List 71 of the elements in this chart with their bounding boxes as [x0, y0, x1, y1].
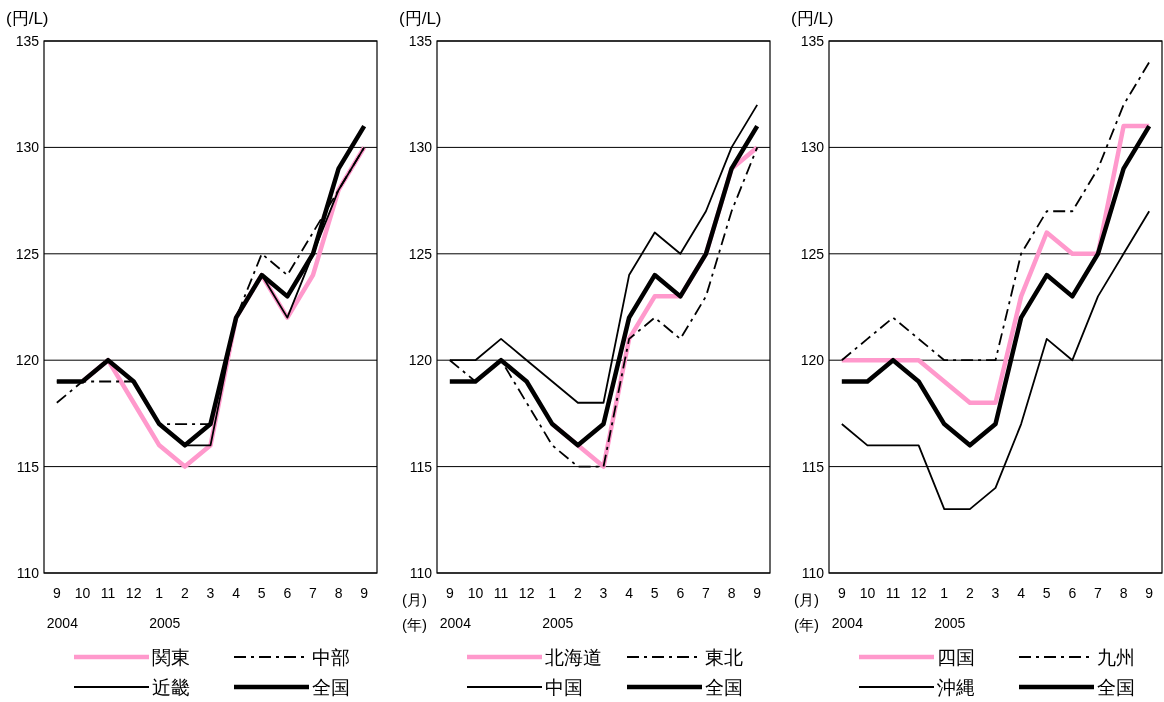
- legend-label: 近畿: [152, 677, 190, 698]
- x-tick-label: 3: [991, 585, 1000, 601]
- y-axis-title: (円/L): [6, 9, 49, 28]
- x-tick-label: 8: [1119, 585, 1128, 601]
- x-tick-label: 5: [257, 585, 266, 601]
- x-tick-label: 12: [910, 585, 927, 601]
- x-tick-label: 8: [334, 585, 343, 601]
- x-tick-label: 4: [232, 585, 241, 601]
- x-axis-title: (月) (年): [402, 591, 427, 633]
- legend-label: 四国: [937, 647, 975, 668]
- x-tick-label: 11: [100, 585, 116, 601]
- legend-label: 全国: [705, 677, 743, 698]
- x-axis-title: (月) (年): [794, 591, 819, 633]
- legend-label: 全国: [312, 677, 350, 698]
- y-tick-label: 115: [16, 458, 40, 475]
- y-tick-label: 135: [15, 33, 40, 49]
- x-tick-label: 6: [1068, 585, 1077, 601]
- legend-label: 関東: [152, 647, 190, 668]
- x-tick-label: 4: [625, 585, 634, 601]
- y-tick-label: 110: [801, 565, 825, 581]
- legend-label: 中国: [545, 677, 583, 698]
- x-tick-label: 10: [467, 585, 484, 601]
- y-tick-label: 135: [408, 33, 433, 49]
- y-tick-label: 115: [801, 458, 825, 475]
- y-tick-label: 120: [800, 352, 825, 369]
- legend-label: 東北: [705, 647, 743, 668]
- x-tick-label: 7: [702, 585, 711, 601]
- x-tick-label: 5: [1042, 585, 1051, 601]
- x-tick-label: 10: [859, 585, 876, 601]
- x-tick-label: 11: [885, 585, 901, 601]
- x-tick-label: 1 2005: [934, 585, 966, 631]
- x-tick-label: 2: [965, 585, 974, 601]
- legend-label: 九州: [1097, 647, 1135, 668]
- x-tick-label: 6: [676, 585, 685, 601]
- x-tick-label: 1 2005: [149, 585, 181, 631]
- y-tick-label: 135: [800, 33, 825, 49]
- y-tick-label: 125: [800, 245, 825, 262]
- y-axis-title: (円/L): [791, 9, 834, 28]
- x-tick-label: 10: [74, 585, 91, 601]
- y-tick-label: 130: [408, 139, 433, 156]
- legend-label: 沖縄: [937, 677, 975, 698]
- y-tick-label: 130: [800, 139, 825, 156]
- x-tick-label: 3: [599, 585, 608, 601]
- y-tick-label: 120: [408, 352, 433, 369]
- x-tick-label: 2: [573, 585, 582, 601]
- y-tick-label: 115: [409, 458, 433, 475]
- y-tick-label: 120: [15, 352, 40, 369]
- x-tick-label: 9: [1145, 585, 1154, 601]
- x-tick-label: 7: [309, 585, 318, 601]
- legend-label: 中部: [312, 647, 350, 668]
- x-tick-label: 6: [283, 585, 292, 601]
- legend-label: 全国: [1097, 677, 1135, 698]
- x-tick-label: 8: [727, 585, 736, 601]
- y-tick-label: 130: [15, 139, 40, 156]
- y-tick-label: 125: [15, 245, 40, 262]
- y-tick-label: 110: [409, 565, 433, 581]
- y-axis-title: (円/L): [399, 9, 442, 28]
- x-tick-label: 3: [206, 585, 215, 601]
- x-tick-label: 9: [753, 585, 762, 601]
- x-tick-label: 1 2005: [542, 585, 574, 631]
- legend-label: 北海道: [545, 647, 602, 668]
- x-tick-label: 4: [1017, 585, 1026, 601]
- x-tick-label: 12: [518, 585, 535, 601]
- y-tick-label: 125: [408, 245, 433, 262]
- x-tick-label: 11: [493, 585, 509, 601]
- x-tick-label: 7: [1094, 585, 1103, 601]
- x-tick-label: 5: [650, 585, 659, 601]
- x-tick-label: 9: [360, 585, 369, 601]
- x-tick-label: 2: [180, 585, 189, 601]
- x-tick-label: 12: [125, 585, 142, 601]
- y-tick-label: 110: [16, 565, 40, 581]
